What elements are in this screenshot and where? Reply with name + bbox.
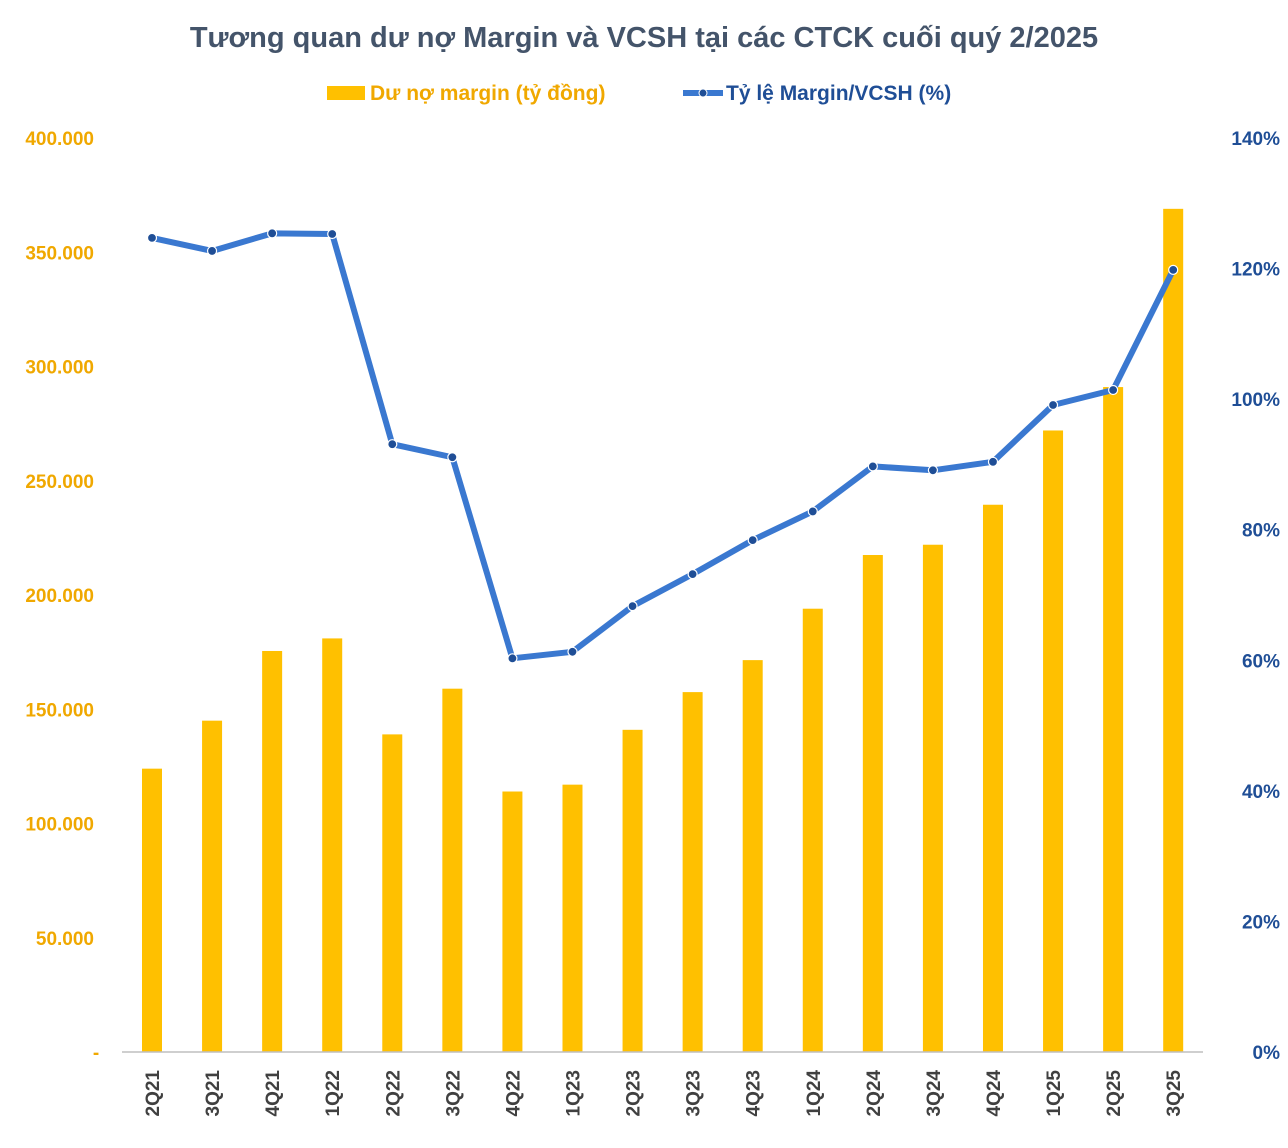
x-tick-label: 2Q22 [383, 1070, 404, 1116]
bar [142, 768, 162, 1052]
bar [1103, 387, 1124, 1052]
y-right-tick-label: 120% [1231, 260, 1280, 281]
x-tick-label: 1Q24 [804, 1070, 825, 1117]
y-right-tick-label: 140% [1231, 129, 1280, 150]
line-point [567, 646, 578, 657]
line-point [146, 232, 158, 243]
x-tick-label: 3Q22 [443, 1070, 464, 1116]
x-tick-label: 2Q23 [624, 1070, 645, 1116]
x-tick-label: 4Q22 [503, 1070, 524, 1116]
x-tick-label: 2Q25 [1104, 1070, 1125, 1117]
line-point [687, 569, 698, 580]
x-tick-label: 3Q23 [684, 1070, 705, 1116]
bar [442, 688, 463, 1052]
line-point [1047, 399, 1059, 411]
y-right-tick-label: 20% [1242, 912, 1280, 933]
x-tick-label: 2Q24 [864, 1070, 885, 1117]
line-point [1108, 384, 1119, 396]
line-point [627, 600, 638, 612]
line-series [151, 230, 1176, 662]
x-tick-label: 4Q23 [744, 1070, 765, 1116]
y-right-tick-label: 0% [1253, 1043, 1281, 1064]
y-left-tick-label: 200.000 [25, 586, 94, 607]
line-point [927, 465, 939, 476]
chart-title: Tương quan dư nợ Margin và VCSH tại các … [190, 22, 1098, 54]
y-left-tick-label: 100.000 [25, 815, 94, 836]
bar [682, 692, 703, 1052]
legend: Dư nợ margin (tỷ đồng) Tỷ lệ Margin/VCSH… [327, 82, 951, 105]
bar [742, 660, 763, 1052]
line-point [267, 228, 278, 239]
x-tick-label: 2Q21 [143, 1070, 164, 1117]
line-point [447, 452, 458, 463]
y-left-tick-label: - [93, 1043, 99, 1064]
line-point [507, 653, 518, 664]
legend-bar-label: Dư nợ margin (tỷ đồng) [370, 82, 605, 105]
bar [862, 555, 883, 1052]
legend-line-marker [698, 88, 708, 98]
bar [322, 638, 343, 1052]
legend-bar-swatch [327, 86, 365, 100]
x-tick-label: 1Q25 [1044, 1070, 1065, 1117]
y-right-tick-label: 60% [1242, 651, 1280, 672]
x-tick-label: 4Q21 [263, 1070, 284, 1117]
bar [1043, 430, 1064, 1053]
bar [202, 720, 223, 1052]
y-left-tick-label: 350.000 [25, 243, 94, 264]
line-point [327, 228, 338, 240]
y-left-tick-label: 150.000 [25, 700, 94, 721]
line-point [206, 245, 218, 257]
bar [622, 729, 643, 1052]
bar [262, 650, 283, 1052]
line-point [747, 535, 758, 546]
y-left-tick-label: 250.000 [25, 472, 94, 493]
x-tick-label: 4Q24 [984, 1070, 1005, 1117]
line-point [807, 506, 818, 517]
y-left-tick-label: 400.000 [25, 129, 94, 150]
bar [802, 608, 823, 1052]
x-tick-label: 1Q23 [563, 1070, 584, 1116]
bar [562, 784, 583, 1052]
y-right-tick-label: 40% [1242, 782, 1280, 803]
y-left-tick-label: 50.000 [36, 929, 94, 950]
legend-line-label: Tỷ lệ Margin/VCSH (%) [726, 82, 951, 105]
x-tick-label: 3Q25 [1164, 1070, 1185, 1117]
bar [382, 734, 403, 1052]
line-point [867, 461, 878, 472]
bar [1163, 208, 1184, 1052]
y-left-tick-label: 300.000 [25, 358, 94, 379]
bar [502, 791, 523, 1052]
line-point [987, 456, 999, 467]
bar [922, 544, 943, 1052]
y-right-tick-label: 100% [1231, 390, 1280, 411]
y-right-tick-label: 80% [1242, 521, 1280, 542]
line-point [1168, 264, 1179, 275]
x-tick-label: 3Q21 [203, 1070, 224, 1117]
x-tick-label: 1Q22 [323, 1070, 344, 1116]
bar [982, 504, 1003, 1052]
line-point [387, 439, 398, 450]
x-tick-label: 3Q24 [924, 1070, 945, 1117]
